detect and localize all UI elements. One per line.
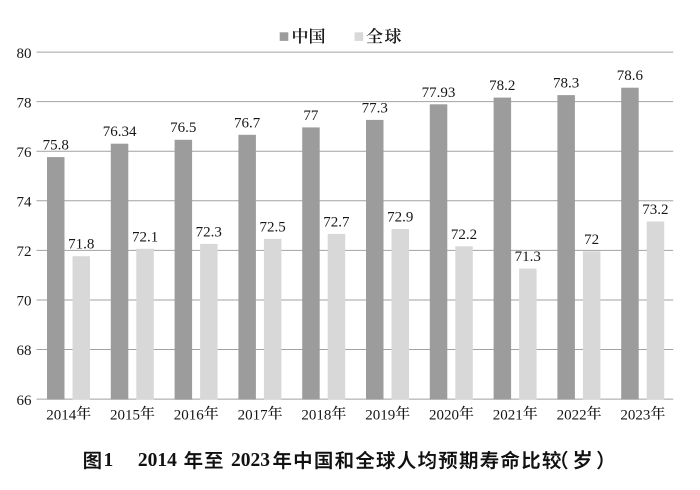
svg-text:72.5: 72.5 [259,219,285,235]
svg-text:78.6: 78.6 [617,68,644,84]
svg-text:2020: 2020 [429,408,459,424]
svg-text:78: 78 [17,95,32,111]
svg-text:76.7: 76.7 [234,115,261,131]
svg-text:68: 68 [17,343,32,359]
svg-text:66: 66 [17,393,33,409]
svg-text:1: 1 [104,450,114,471]
svg-text:2014: 2014 [46,408,76,424]
svg-text:2017: 2017 [238,408,269,424]
svg-text:72: 72 [17,244,32,260]
svg-text:72.9: 72.9 [387,210,413,226]
svg-text:73.2: 73.2 [642,202,668,218]
svg-text:77.3: 77.3 [362,100,388,116]
svg-text:2016: 2016 [174,408,205,424]
svg-text:76: 76 [17,145,33,161]
svg-text:80: 80 [17,46,32,62]
svg-text:72.7: 72.7 [323,214,350,230]
svg-text:77: 77 [303,108,319,124]
svg-text:2018: 2018 [301,408,331,424]
svg-text:77.93: 77.93 [422,85,456,101]
svg-text:2015: 2015 [110,408,140,424]
svg-text:75.8: 75.8 [43,138,69,154]
svg-text:70: 70 [17,294,32,310]
svg-text:72: 72 [584,232,599,248]
svg-text:72.3: 72.3 [196,224,222,240]
svg-text:74: 74 [17,195,33,211]
svg-text:76.5: 76.5 [170,120,196,136]
svg-text:78.3: 78.3 [553,76,579,92]
svg-text:71.3: 71.3 [515,249,541,265]
svg-text:78.2: 78.2 [489,78,515,94]
svg-text:2014: 2014 [138,450,177,471]
svg-text:72.2: 72.2 [451,227,477,243]
svg-text:72.1: 72.1 [132,229,158,245]
svg-text:2022: 2022 [557,408,587,424]
svg-text:76.34: 76.34 [103,124,137,140]
svg-text:2023: 2023 [231,450,270,471]
svg-text:2023: 2023 [620,408,650,424]
svg-text:71.8: 71.8 [68,237,94,253]
svg-text:2021: 2021 [493,408,523,424]
svg-text:2019: 2019 [365,408,395,424]
